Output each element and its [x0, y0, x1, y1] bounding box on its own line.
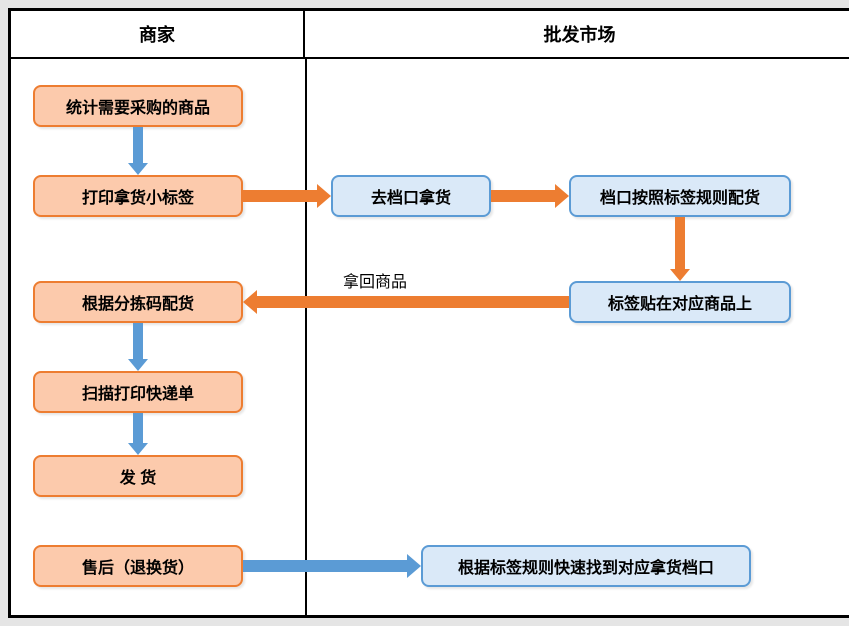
arrow-n9-n10 [243, 554, 421, 578]
arrow-n1-n2 [128, 127, 148, 175]
node-ship: 发 货 [33, 455, 243, 497]
node-aftersales: 售后（退换货） [33, 545, 243, 587]
node-go-stall: 去档口拿货 [331, 175, 491, 217]
arrow-n6-n7 [128, 323, 148, 371]
lane-market-title: 批发市场 [305, 11, 849, 57]
node-collect-products: 统计需要采购的商品 [33, 85, 243, 127]
node-print-labels: 打印拿货小标签 [33, 175, 243, 217]
node-attach-labels: 标签贴在对应商品上 [569, 281, 791, 323]
arrow-n5-n6 [243, 290, 569, 314]
swimlane-header: 商家 批发市场 [11, 11, 849, 59]
lane-divider [305, 59, 307, 615]
lane-merchant-title: 商家 [11, 11, 305, 57]
node-sort-allocate: 根据分拣码配货 [33, 281, 243, 323]
flowchart-diagram: 商家 批发市场 统计需要采购的商品 打印拿货小标签 去档口拿货 档口按照标签规则… [8, 8, 849, 618]
node-scan-print-express: 扫描打印快递单 [33, 371, 243, 413]
arrow-n7-n8 [128, 413, 148, 455]
node-stall-allocate: 档口按照标签规则配货 [569, 175, 791, 217]
arrow-n2-n3 [243, 184, 331, 208]
arrow-n3-n4 [491, 184, 569, 208]
arrow-label-return-goods: 拿回商品 [341, 268, 409, 292]
node-find-stall: 根据标签规则快速找到对应拿货档口 [421, 545, 751, 587]
arrow-n4-n5 [670, 217, 690, 281]
